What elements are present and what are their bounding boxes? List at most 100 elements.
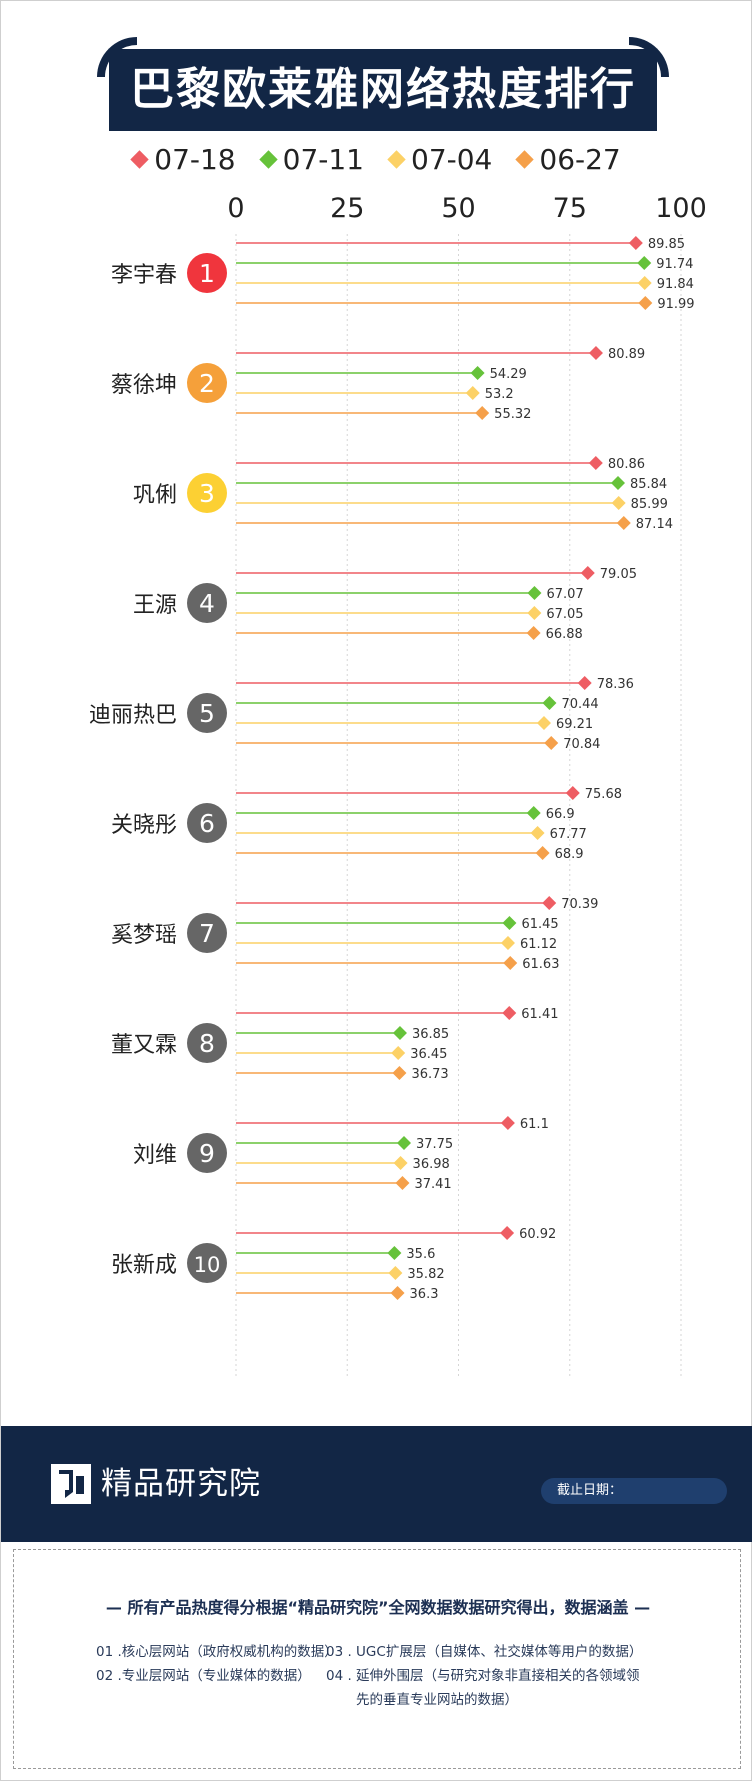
value-label-2-0: 80.86	[608, 457, 645, 472]
point-marker-3-3	[526, 626, 541, 640]
value-label-2-2: 85.99	[631, 497, 668, 512]
value-label-1-2: 53.2	[485, 387, 514, 402]
x-tick-label-3: 75	[553, 196, 587, 224]
point-marker-5-0	[565, 786, 580, 800]
category-label-6: 奚梦瑶	[111, 923, 177, 948]
title-banner: 巴黎欧莱雅网络热度排行榜	[97, 37, 669, 197]
note-box: — 所有产品热度得分根据“精品研究院”全网数据数据研究得出，数据涵盖 — 01 …	[13, 1549, 741, 1769]
value-label-5-3: 68.9	[555, 847, 584, 862]
point-marker-4-2	[536, 716, 551, 730]
value-label-0-3: 91.99	[657, 297, 694, 312]
legend-label-1: 07-11	[282, 142, 364, 176]
rank-number-5: 6	[199, 809, 215, 838]
value-label-2-3: 87.14	[636, 517, 673, 532]
value-label-4-2: 69.21	[556, 717, 593, 732]
value-label-0-2: 91.84	[657, 277, 694, 292]
value-label-1-0: 80.89	[608, 347, 645, 362]
point-marker-3-1	[527, 586, 542, 600]
point-marker-0-2	[637, 276, 652, 290]
value-label-1-1: 54.29	[490, 367, 527, 382]
category-label-5: 关晓彤	[111, 813, 177, 838]
rank-badge-2	[187, 473, 227, 513]
x-tick-label-0: 0	[227, 196, 244, 224]
value-label-0-0: 89.85	[648, 237, 685, 252]
brand-logo-icon	[51, 1464, 91, 1504]
point-marker-8-0	[500, 1116, 515, 1130]
note-item-4-cont: 先的垂直专业网站的数据）	[356, 1692, 518, 1708]
legend: 07-18 07-11 07-04 06-27	[1, 139, 752, 179]
point-marker-2-1	[610, 476, 625, 490]
rank-number-1: 2	[199, 369, 215, 398]
value-label-8-0: 61.1	[520, 1117, 549, 1132]
rank-badge-7	[187, 1023, 227, 1063]
x-tick-label-2: 50	[441, 196, 475, 224]
value-label-6-0: 70.39	[561, 897, 598, 912]
rank-number-2: 3	[199, 479, 215, 508]
value-label-5-2: 67.77	[550, 827, 587, 842]
rank-number-8: 9	[199, 1139, 215, 1168]
date-label: 截止日期：	[557, 1483, 623, 1498]
value-label-7-1: 36.85	[412, 1027, 449, 1042]
value-label-3-3: 66.88	[546, 627, 583, 642]
rank-number-0: 1	[199, 259, 215, 288]
point-marker-3-2	[527, 606, 542, 620]
category-label-8: 刘维	[133, 1143, 177, 1168]
point-marker-9-0	[500, 1226, 515, 1240]
point-marker-4-3	[544, 736, 559, 750]
note-item-3: 03 . UGC扩展层（自媒体、社交媒体等用户的数据）	[326, 1644, 643, 1660]
value-label-3-1: 67.07	[546, 587, 583, 602]
rank-badge-6	[187, 913, 227, 953]
category-label-3: 王源	[133, 593, 177, 618]
rank-number-4: 5	[199, 699, 215, 728]
point-marker-1-1	[470, 366, 485, 380]
value-label-9-0: 60.92	[519, 1227, 556, 1242]
x-tick-label-1: 25	[330, 196, 364, 224]
point-marker-2-2	[611, 496, 626, 510]
point-marker-4-1	[542, 696, 557, 710]
legend-item-2: 07-04	[387, 139, 492, 179]
point-marker-8-3	[395, 1176, 410, 1190]
value-label-5-1: 66.9	[546, 807, 575, 822]
value-label-5-0: 75.68	[585, 787, 622, 802]
legend-item-1: 07-11	[258, 139, 364, 179]
legend-marker-0	[130, 149, 149, 169]
category-label-7: 董又霖	[111, 1033, 177, 1058]
point-marker-0-0	[628, 236, 643, 250]
note-item-1: 01 .核心层网站（政府权威机构的数据）	[96, 1644, 338, 1660]
value-label-0-1: 91.74	[656, 257, 693, 272]
rank-badge-0	[187, 253, 227, 293]
note-item-2: 02 .专业层网站（专业媒体的数据）	[96, 1668, 311, 1684]
point-marker-5-2	[530, 826, 545, 840]
legend-label-0: 07-18	[154, 142, 236, 176]
legend-marker-3	[515, 149, 535, 169]
value-label-7-0: 61.41	[521, 1007, 558, 1022]
category-label-4: 迪丽热巴	[89, 703, 177, 728]
note-heading: — 所有产品热度得分根据“精品研究院”全网数据数据研究得出，数据涵盖 —	[105, 1598, 651, 1617]
category-label-9: 张新成	[111, 1253, 177, 1278]
value-label-6-2: 61.12	[520, 937, 557, 952]
rank-badge-8	[187, 1133, 227, 1173]
category-label-2: 巩俐	[133, 483, 177, 508]
point-marker-9-3	[390, 1286, 405, 1300]
value-label-6-1: 61.45	[521, 917, 558, 932]
legend-marker-2	[387, 149, 406, 169]
value-label-4-1: 70.44	[561, 697, 598, 712]
value-label-3-0: 79.05	[600, 567, 637, 582]
point-marker-0-3	[638, 296, 653, 310]
rank-number-9: 10	[194, 1253, 221, 1277]
point-marker-7-3	[392, 1066, 407, 1080]
point-marker-6-1	[502, 916, 517, 930]
point-marker-5-3	[535, 846, 550, 860]
rank-badge-4	[187, 693, 227, 733]
value-label-8-2: 36.98	[413, 1157, 450, 1172]
value-label-6-3: 61.63	[522, 957, 559, 972]
rank-badge-5	[187, 803, 227, 843]
banner-background	[109, 49, 657, 131]
point-marker-9-2	[388, 1266, 403, 1280]
brand-name: 精品研究院	[101, 1466, 261, 1502]
value-label-9-3: 36.3	[410, 1287, 439, 1302]
rank-number-6: 7	[199, 919, 215, 948]
rank-badge-3	[187, 583, 227, 623]
